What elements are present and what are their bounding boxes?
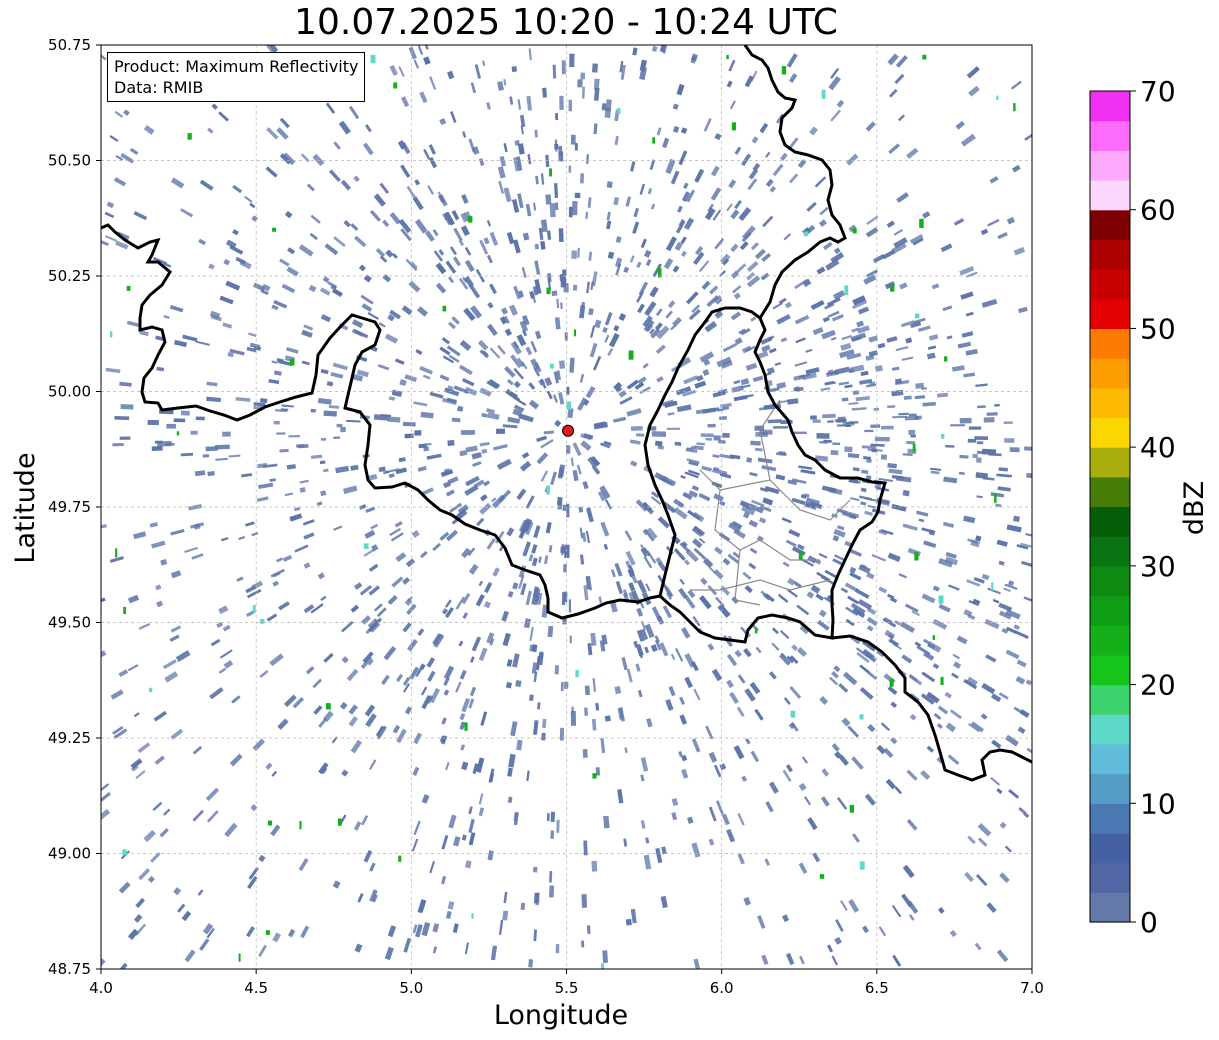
y-tick-label: 49.50 [48, 614, 91, 632]
colorbar-segment [1090, 239, 1130, 270]
colorbar-segment [1090, 654, 1130, 686]
y-tick-label: 49.00 [48, 845, 91, 863]
colorbar-tick-label: 10 [1140, 787, 1176, 820]
y-tick-label: 48.75 [48, 960, 91, 978]
colorbar-segment [1090, 417, 1130, 448]
colorbar-segment [1090, 536, 1130, 567]
colorbar-segment [1090, 803, 1130, 834]
x-tick-label: 4.0 [89, 979, 113, 997]
colorbar-tick-label: 50 [1140, 312, 1176, 345]
colorbar-segment [1090, 476, 1130, 508]
colorbar-segment [1090, 684, 1130, 715]
colorbar-segment [1090, 595, 1130, 626]
colorbar-label: dBZ [1179, 481, 1210, 535]
colorbar: 0 10 20 30 40 50 60 70 [1089, 75, 1176, 939]
colorbar-segment [1090, 506, 1130, 537]
colorbar-segment [1090, 269, 1130, 300]
x-tick-label: 5.0 [399, 979, 423, 997]
x-tick-label: 5.5 [555, 979, 579, 997]
y-tick-label: 49.25 [48, 729, 91, 747]
product-label: Product: Maximum Reflectivity [114, 57, 359, 76]
colorbar-segment [1090, 150, 1130, 181]
border-luxembourg [643, 306, 887, 644]
product-info-box: Product: Maximum Reflectivity Data: RMIB [107, 52, 366, 102]
y-tick-label: 50.75 [48, 36, 91, 54]
colorbar-tick-label: 0 [1140, 906, 1158, 939]
colorbar-segment [1090, 773, 1130, 804]
colorbar-segment [1090, 298, 1130, 330]
y-axis-ticks: 50.75 50.50 50.25 50.00 49.75 49.50 49.25 49.00… [48, 36, 101, 978]
y-tick-label: 50.25 [48, 267, 91, 285]
colorbar-segment [1090, 358, 1130, 389]
colorbar-segment [1090, 892, 1130, 923]
region-border [690, 399, 851, 606]
x-tick-label: 6.5 [865, 979, 889, 997]
x-tick-label: 6.0 [710, 979, 734, 997]
colorbar-tick-label: 20 [1140, 669, 1176, 702]
colorbar-segment [1090, 625, 1130, 656]
x-axis-label: Longitude [494, 1000, 628, 1031]
y-tick-label: 50.00 [48, 383, 91, 401]
x-tick-label: 7.0 [1020, 979, 1044, 997]
x-tick-label: 4.5 [244, 979, 268, 997]
colorbar-segment [1090, 743, 1130, 775]
colorbar-tick-label: 60 [1140, 194, 1176, 227]
colorbar-segment [1090, 91, 1130, 122]
radar-site [562, 424, 575, 437]
map-title: 10.07.2025 10:20 - 10:24 UTC [294, 2, 838, 43]
colorbar-tick-label: 70 [1140, 75, 1176, 108]
border-france-germany-south [831, 634, 1032, 782]
y-tick-label: 49.75 [48, 498, 91, 516]
colorbar-segment [1090, 447, 1130, 478]
colorbar-segment [1090, 387, 1130, 419]
colorbar-segment [1090, 209, 1130, 240]
colorbar-segment [1090, 120, 1130, 151]
y-tick-label: 50.50 [48, 152, 91, 170]
border-belgium-france-west [101, 223, 661, 620]
x-axis-ticks: 4.0 4.5 5.0 5.5 6.0 6.5 7.0 [89, 969, 1044, 997]
y-axis-label: Latitude [10, 452, 41, 563]
colorbar-segment [1090, 565, 1130, 597]
colorbar-segment [1090, 862, 1130, 893]
colorbar-segment [1090, 180, 1130, 211]
colorbar-frame [1089, 90, 1131, 923]
colorbar-tick-label: 30 [1140, 550, 1176, 583]
reflectivity-echoes [101, 45, 1032, 969]
radar-site-marker [562, 424, 575, 437]
data-source-label: Data: RMIB [114, 78, 204, 97]
colorbar-tick-label: 40 [1140, 431, 1176, 464]
border-germany-belgium-east [743, 45, 847, 319]
colorbar-segment [1090, 832, 1130, 864]
country-borders [101, 45, 1032, 782]
colorbar-segment [1090, 714, 1130, 745]
colorbar-segment [1090, 328, 1130, 359]
